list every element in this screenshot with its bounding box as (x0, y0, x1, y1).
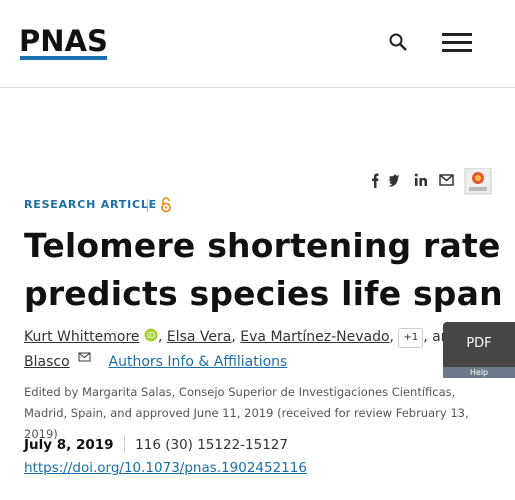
author-link[interactable]: Blasco (24, 354, 70, 370)
article-title: Telomere shortening rate predicts specie… (24, 222, 503, 318)
publication-info: July 8, 2019 116 (30) 15122-15127 (24, 435, 288, 453)
citation: 116 (30) 15122-15127 (135, 437, 288, 453)
pdf-label: PDF (466, 336, 492, 351)
edited-by: Edited by Margarita Salas, Consejo Super… (24, 385, 469, 441)
publish-date: July 8, 2019 (24, 437, 114, 453)
twitter-icon[interactable] (388, 174, 399, 187)
linkedin-icon[interactable] (414, 173, 427, 187)
author-link[interactable]: Eva Martínez-Nevado (240, 329, 390, 345)
menu-icon[interactable] (442, 32, 474, 54)
logo-underline (20, 56, 107, 60)
email-icon[interactable] (78, 352, 92, 364)
share-bar (372, 168, 492, 195)
authors: Kurt Whittemore iD, Elsa Vera, Eva Martí… (24, 325, 504, 375)
author-link[interactable]: Elsa Vera (166, 329, 232, 345)
divider (123, 435, 125, 453)
doi-link[interactable]: https://doi.org/10.1073/pnas.1902452116 (24, 460, 307, 476)
author-link[interactable]: Kurt Whittemore (24, 329, 140, 345)
more-authors-button[interactable]: +1 (398, 328, 424, 348)
title-line: Telomere shortening rate (24, 226, 501, 265)
check-updates-badge[interactable] (464, 168, 492, 195)
header: PNAS (0, 0, 515, 88)
orcid-icon[interactable]: iD (144, 328, 158, 342)
svg-text:iD: iD (147, 331, 155, 340)
title-line: predicts species life span (24, 274, 503, 313)
facebook-icon[interactable] (372, 173, 379, 189)
pdf-button[interactable]: PDF Help (443, 322, 515, 378)
open-access-icon (161, 197, 171, 213)
email-icon[interactable] (439, 174, 454, 186)
search-icon[interactable] (388, 32, 410, 54)
article-type: RESEARCH ARTICLE (24, 198, 157, 211)
logo[interactable]: PNAS (19, 24, 108, 58)
affiliations-link[interactable]: Authors Info & Affiliations (108, 354, 288, 370)
help-label[interactable]: Help (443, 367, 515, 378)
divider (147, 199, 148, 212)
